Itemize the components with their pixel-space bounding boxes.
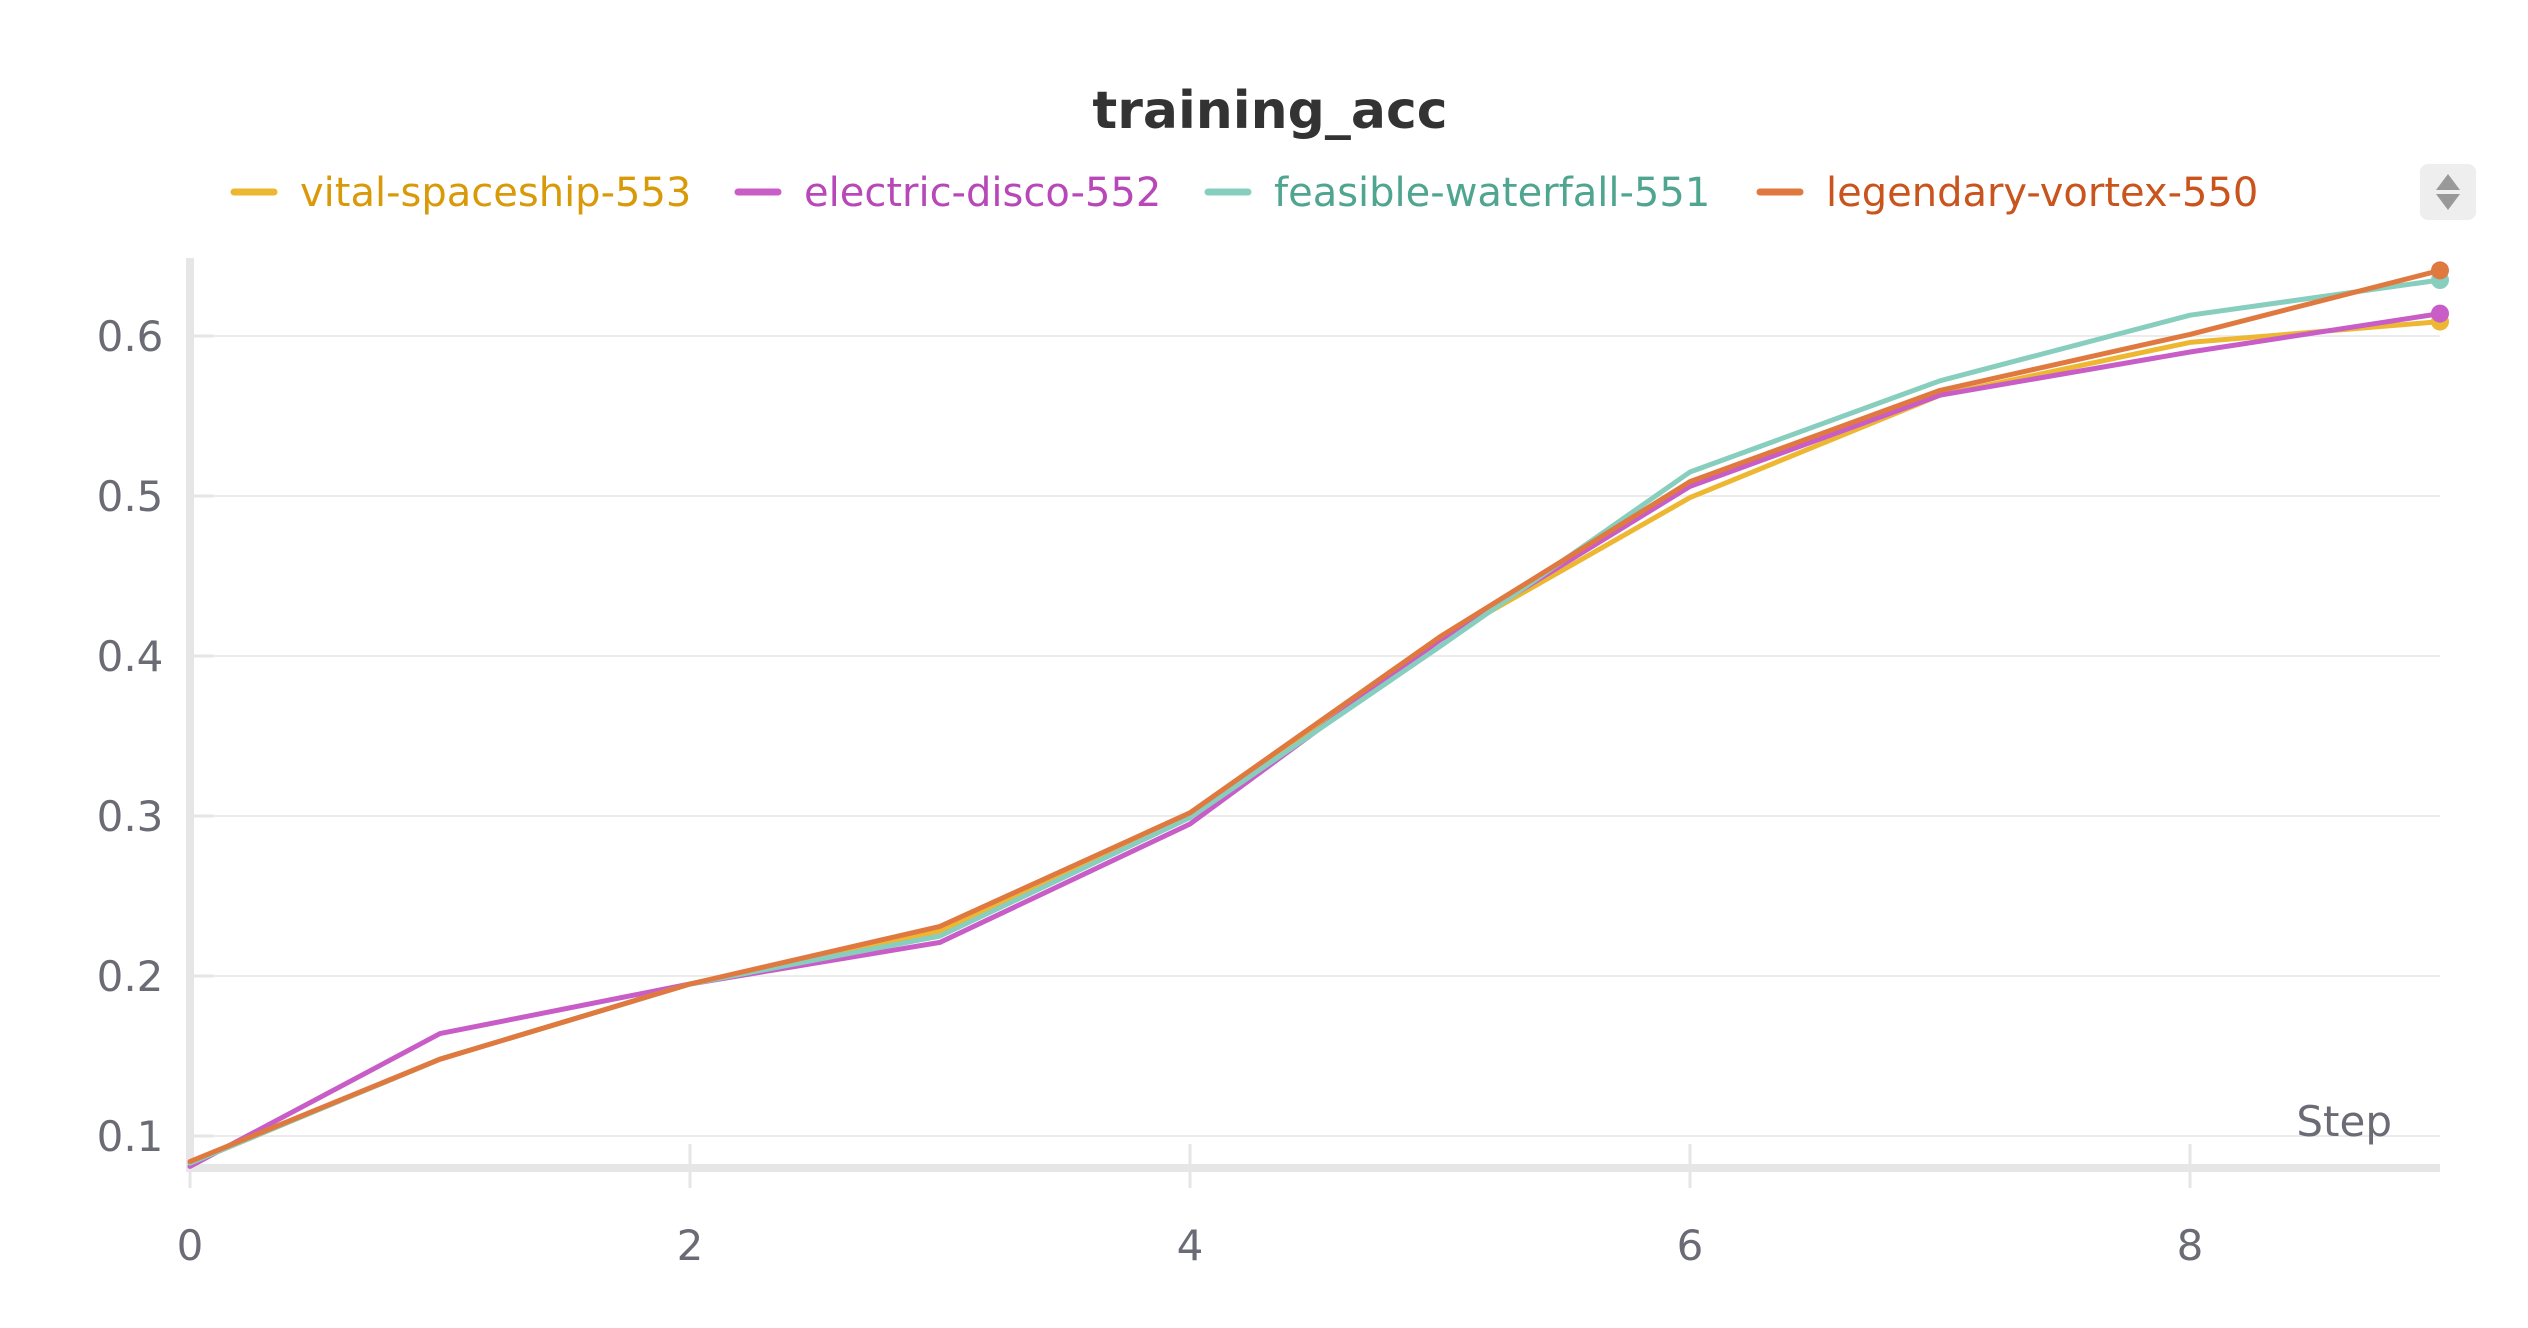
- legend-scroll-background[interactable]: [2420, 164, 2476, 220]
- x-tick-label: 2: [677, 1221, 704, 1270]
- legend-label: electric-disco-552: [804, 170, 1161, 216]
- series-line-legendary-vortex-550: [187, 267, 2443, 1165]
- y-tick-label: 0.4: [97, 632, 164, 681]
- series-lines: [187, 267, 2443, 1169]
- chevron-down-icon[interactable]: [2436, 194, 2460, 210]
- legend-label: legendary-vortex-550: [1826, 170, 2258, 216]
- y-tick-label: 0.5: [97, 472, 164, 521]
- legend: vital-spaceship-553 electric-disco-552 fea…: [230, 170, 2258, 216]
- y-tick-label: 0.1: [97, 1112, 164, 1161]
- x-tick-label: 0: [177, 1221, 204, 1270]
- legend-item-legendary-vortex-550[interactable]: legendary-vortex-550: [1756, 170, 2258, 216]
- y-axis-ticks: 0.1 0.2 0.3 0.4 0.5 0.6: [97, 312, 214, 1161]
- series-end-points: [2431, 261, 2449, 331]
- end-point-legendary-vortex-550: [2431, 261, 2449, 280]
- x-tick-label: 6: [1677, 1221, 1704, 1270]
- legend-label: vital-spaceship-553: [300, 170, 691, 216]
- end-point-electric-disco-552: [2431, 304, 2449, 323]
- legend-item-vital-spaceship-553[interactable]: vital-spaceship-553: [230, 170, 691, 216]
- legend-item-feasible-waterfall-551[interactable]: feasible-waterfall-551: [1204, 170, 1710, 216]
- gridlines: [190, 335, 2440, 1137]
- y-tick-label: 0.3: [97, 792, 164, 841]
- y-tick-label: 0.6: [97, 312, 164, 361]
- series-line-electric-disco-552: [187, 311, 2443, 1169]
- series-line-vital-spaceship-553: [187, 319, 2443, 1166]
- x-tick-label: 4: [1177, 1221, 1204, 1270]
- x-axis-title: Step: [2296, 1097, 2392, 1146]
- x-tick-label: 8: [2177, 1221, 2204, 1270]
- chevron-up-icon[interactable]: [2436, 174, 2460, 190]
- legend-label: feasible-waterfall-551: [1274, 170, 1710, 216]
- chart-title: training_acc: [1092, 81, 1447, 141]
- axes: [186, 258, 2440, 1172]
- x-axis-ticks: 0 2 4 6 8: [177, 1144, 2204, 1270]
- y-tick-label: 0.2: [97, 952, 164, 1001]
- legend-item-electric-disco-552[interactable]: electric-disco-552: [734, 170, 1161, 216]
- legend-scroll-control[interactable]: [2420, 164, 2476, 220]
